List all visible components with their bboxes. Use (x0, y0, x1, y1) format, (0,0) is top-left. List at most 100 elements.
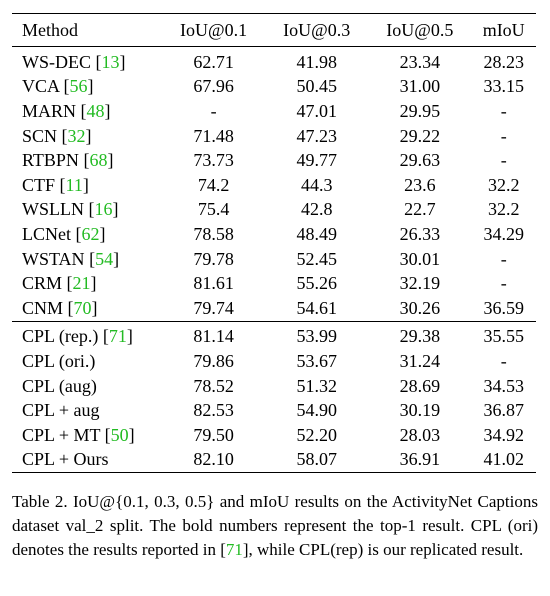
table-row: WSTAN [54] 79.78 52.45 30.01 - (12, 247, 536, 272)
score-cell: 81.61 (193, 273, 234, 294)
bracket: ] (87, 76, 94, 97)
score-cell: 32.2 (487, 174, 520, 195)
bracket: ] (119, 51, 126, 72)
table-row: CRM [21] 81.61 55.26 32.19 - (12, 271, 536, 296)
score-cell: 55.26 (296, 273, 337, 294)
table-row: CPL (aug) 78.52 51.32 28.69 34.53 (12, 374, 536, 399)
score-cell: 26.33 (399, 223, 441, 244)
score-cell: 41.02 (483, 449, 524, 470)
score-cell: 29.22 (399, 125, 441, 146)
score-cell: 22.7 (404, 199, 436, 220)
bracket: ] (107, 150, 114, 171)
column-header: IoU@0.1 (180, 19, 248, 40)
score-cell: 75.4 (197, 199, 230, 220)
citation: 68 (89, 150, 108, 171)
method-cell: CPL + aug (12, 398, 162, 423)
caption-text: ], while CPL(rep) is our replicated resu… (242, 540, 524, 559)
score-cell: 82.53 (193, 400, 234, 421)
column-header: Method (22, 19, 78, 40)
method-name: CPL (ori.) (22, 350, 96, 371)
score-cell: 33.15 (483, 76, 524, 97)
table-row: WSLLN [16] 75.4 42.8 22.7 32.2 (12, 198, 536, 223)
table-row: LCNet [62] 78.58 48.49 26.33 34.29 (12, 222, 536, 247)
bracket: [ (95, 51, 102, 72)
score-cell: 62.71 (162, 45, 266, 75)
score-cell: 30.01 (399, 248, 441, 269)
score-cell: 47.23 (296, 125, 337, 146)
score-cell: 36.87 (483, 400, 524, 421)
score-cell: 52.45 (296, 248, 337, 269)
score-cell: - (210, 100, 217, 121)
score-cell: 44.3 (300, 174, 333, 195)
citation: 50 (110, 424, 129, 445)
bracket: [ (75, 223, 82, 244)
table-row: SCN [32] 71.48 47.23 29.22 - (12, 124, 536, 149)
score-cell: 28.69 (399, 375, 441, 396)
score-cell: - (500, 100, 507, 121)
method-name: RTBPN (22, 150, 79, 171)
score-cell: 79.74 (193, 297, 234, 318)
score-cell: 34.53 (483, 375, 524, 396)
score-cell: 71.48 (193, 125, 234, 146)
caption: Table 2. IoU@{0.1, 0.3, 0.5} and mIoU re… (12, 490, 538, 562)
table-row: CTF [11] 74.2 44.3 23.6 32.2 (12, 173, 536, 198)
bracket: ] (90, 273, 97, 294)
method-cell: WS-DEC [13] (12, 45, 162, 75)
table-row: CPL + Ours 82.10 58.07 36.91 41.02 (12, 448, 536, 473)
score-cell: 47.01 (296, 100, 337, 121)
method-name: WSTAN (22, 248, 85, 269)
score-cell: 36.59 (483, 297, 524, 318)
score-cell: 73.73 (193, 150, 234, 171)
score-cell: 31.24 (399, 350, 441, 371)
citation: 21 (72, 273, 91, 294)
bracket: [ (89, 248, 96, 269)
header-row: Method IoU@0.1 IoU@0.3 IoU@0.5 mIoU (12, 14, 536, 47)
table-row: RTBPN [68] 73.73 49.77 29.63 - (12, 148, 536, 173)
method-name: LCNet (22, 223, 71, 244)
score-cell: 53.99 (265, 320, 369, 350)
method-cell: WSLLN [16] (12, 198, 162, 223)
citation: 71 (225, 540, 243, 559)
score-cell: 34.29 (483, 223, 524, 244)
bracket: [ (102, 326, 109, 347)
bracket: [ (63, 76, 70, 97)
score-cell: 54.90 (296, 400, 337, 421)
score-cell: 79.86 (193, 350, 234, 371)
table-row: VCA [56] 67.96 50.45 31.00 33.15 (12, 75, 536, 100)
method-cell: SCN [32] (12, 124, 162, 149)
citation: 48 (86, 100, 105, 121)
method-cell: LCNet [62] (12, 222, 162, 247)
score-cell: 42.8 (300, 199, 333, 220)
column-header: IoU@0.5 (386, 19, 454, 40)
score-cell: 48.49 (296, 223, 337, 244)
method-cell: CTF [11] (12, 173, 162, 198)
caption-label: Table 2. (12, 492, 68, 511)
score-cell: 74.2 (197, 174, 230, 195)
score-cell: 79.78 (193, 248, 234, 269)
score-cell: - (500, 125, 507, 146)
table-row: CPL + MT [50] 79.50 52.20 28.03 34.92 (12, 423, 536, 448)
score-cell: 23.34 (368, 45, 472, 75)
column-header: mIoU (482, 19, 525, 40)
score-cell: 31.00 (399, 76, 441, 97)
score-cell: 67.96 (193, 76, 234, 97)
method-cell: CPL (rep.) [71] (12, 320, 162, 350)
bracket: [ (88, 199, 95, 220)
score-cell: 78.52 (193, 375, 234, 396)
method-cell: CPL (aug) (12, 374, 162, 399)
score-cell: 82.10 (193, 449, 234, 470)
score-cell: 79.50 (193, 424, 234, 445)
table-row: CNM [70] 79.74 54.61 30.26 36.59 (12, 296, 536, 321)
method-cell: RTBPN [68] (12, 148, 162, 173)
method-name: WSLLN (22, 199, 84, 220)
method-name: MARN (22, 100, 77, 121)
method-name: CPL + Ours (22, 449, 109, 470)
method-cell: CNM [70] (12, 296, 162, 321)
table-row: CPL (ori.) 79.86 53.67 31.24 - (12, 349, 536, 374)
table-row: CPL + aug 82.53 54.90 30.19 36.87 (12, 398, 536, 423)
score-cell: 41.98 (265, 45, 369, 75)
citation: 32 (67, 125, 86, 146)
citation: 71 (108, 326, 127, 347)
score-cell: 29.38 (368, 320, 472, 350)
